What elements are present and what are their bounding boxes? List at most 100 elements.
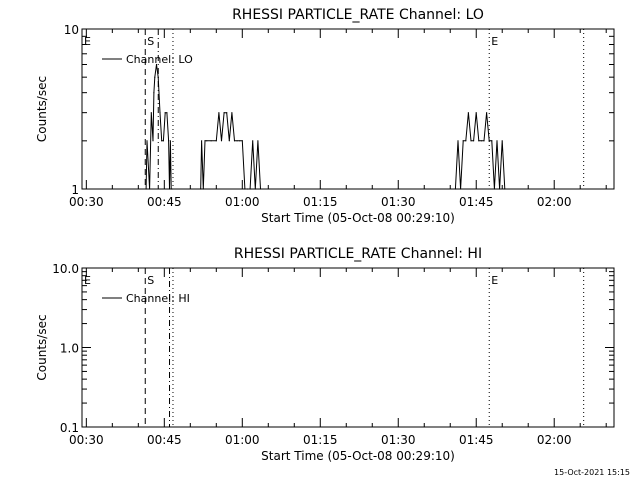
data-point — [231, 112, 233, 114]
x-tick-label: 01:30 — [381, 195, 416, 209]
data-point — [153, 92, 155, 94]
data-point — [226, 112, 228, 114]
data-point — [246, 188, 249, 190]
legend-label: Channel: LO — [126, 53, 193, 66]
data-point — [236, 140, 238, 142]
x-tick-label: 01:15 — [303, 195, 338, 209]
data-point — [483, 140, 485, 142]
x-tick-label: 00:30 — [69, 433, 104, 447]
data-point — [254, 188, 256, 190]
data-point — [488, 140, 490, 142]
data-point — [220, 140, 223, 142]
event-marker-label: S — [147, 274, 154, 287]
data-point — [161, 140, 163, 142]
data-point — [164, 112, 166, 114]
data-point — [228, 140, 230, 142]
data-point — [150, 112, 152, 114]
data-point — [460, 188, 462, 190]
data-point — [210, 140, 212, 142]
data-point — [467, 112, 469, 114]
data-point — [233, 140, 236, 142]
x-tick-label: 02:00 — [537, 433, 572, 447]
chart-title: RHESSI PARTICLE_RATE Channel: LO — [232, 7, 484, 23]
data-point — [149, 188, 151, 190]
data-point — [499, 188, 501, 190]
data-point — [215, 140, 217, 142]
x-tick-label: 02:00 — [537, 195, 572, 209]
data-point — [171, 188, 173, 190]
data-point — [244, 188, 246, 190]
data-point — [252, 140, 254, 142]
data-point — [486, 112, 488, 114]
data-point — [249, 188, 251, 190]
data-point — [145, 188, 147, 190]
x-tick-label: 01:45 — [459, 433, 494, 447]
y-tick-label: 1.0 — [60, 342, 79, 356]
x-tick-label: 01:15 — [303, 433, 338, 447]
event-marker-label: S — [147, 35, 154, 48]
event-marker-label: E — [84, 35, 91, 48]
data-point — [157, 76, 159, 78]
data-point — [493, 188, 495, 190]
data-point — [473, 140, 475, 142]
y-tick-label: 10 — [64, 23, 79, 37]
data-point — [162, 140, 164, 142]
data-point — [146, 140, 148, 142]
event-marker-label: E — [84, 274, 91, 287]
data-point — [504, 188, 506, 190]
data-point — [168, 140, 170, 142]
x-tick-label: 00:45 — [147, 195, 182, 209]
data-point — [223, 112, 225, 114]
plot-frame — [81, 28, 615, 190]
x-tick-label: 00:45 — [147, 433, 182, 447]
x-axis-label: Start Time (05-Oct-08 00:29:10) — [261, 211, 455, 225]
y-tick-label: 0.1 — [60, 421, 79, 435]
data-point — [168, 188, 171, 190]
data-point — [465, 140, 467, 142]
y-tick-label: 10.0 — [52, 262, 79, 276]
data-point — [501, 140, 503, 142]
data-point — [257, 140, 259, 142]
data-point — [154, 76, 156, 78]
data-point — [155, 63, 158, 66]
x-axis-label: Start Time (05-Oct-08 00:29:10) — [261, 449, 455, 463]
data-point — [454, 188, 456, 190]
data-point — [152, 140, 154, 142]
series-line — [145, 64, 506, 190]
x-tick-label: 01:30 — [381, 433, 416, 447]
data-point — [218, 112, 220, 114]
y-tick-label: 1 — [71, 183, 79, 197]
x-tick-label: 01:00 — [225, 433, 260, 447]
data-point — [239, 140, 241, 142]
data-point — [457, 140, 459, 142]
data-point — [201, 140, 203, 142]
data-point — [170, 188, 172, 190]
event-marker-label: E — [491, 35, 498, 48]
legend-label: Channel: HI — [126, 292, 190, 305]
data-point — [200, 188, 202, 190]
data-point — [491, 140, 493, 142]
footer-timestamp: 15-Oct-2021 15:15 — [554, 468, 630, 477]
x-tick-label: 01:45 — [459, 195, 494, 209]
event-marker-label: E — [491, 274, 498, 287]
data-point — [496, 140, 498, 142]
data-point — [241, 140, 243, 142]
data-point — [206, 140, 208, 142]
data-point — [202, 188, 204, 190]
x-tick-label: 01:00 — [225, 195, 260, 209]
y-axis-label: Counts/sec — [35, 76, 49, 142]
data-point — [470, 140, 472, 142]
chart-title: RHESSI PARTICLE_RATE Channel: HI — [234, 246, 482, 262]
data-point — [204, 140, 206, 142]
data-point — [478, 140, 480, 142]
data-point — [166, 112, 168, 114]
data-point — [169, 140, 171, 142]
data-point — [259, 188, 262, 190]
data-point — [475, 112, 477, 114]
data-point — [462, 140, 464, 142]
x-tick-label: 00:30 — [69, 195, 104, 209]
y-axis-label: Counts/sec — [35, 314, 49, 380]
data-point — [159, 112, 161, 114]
data-point — [480, 140, 482, 142]
